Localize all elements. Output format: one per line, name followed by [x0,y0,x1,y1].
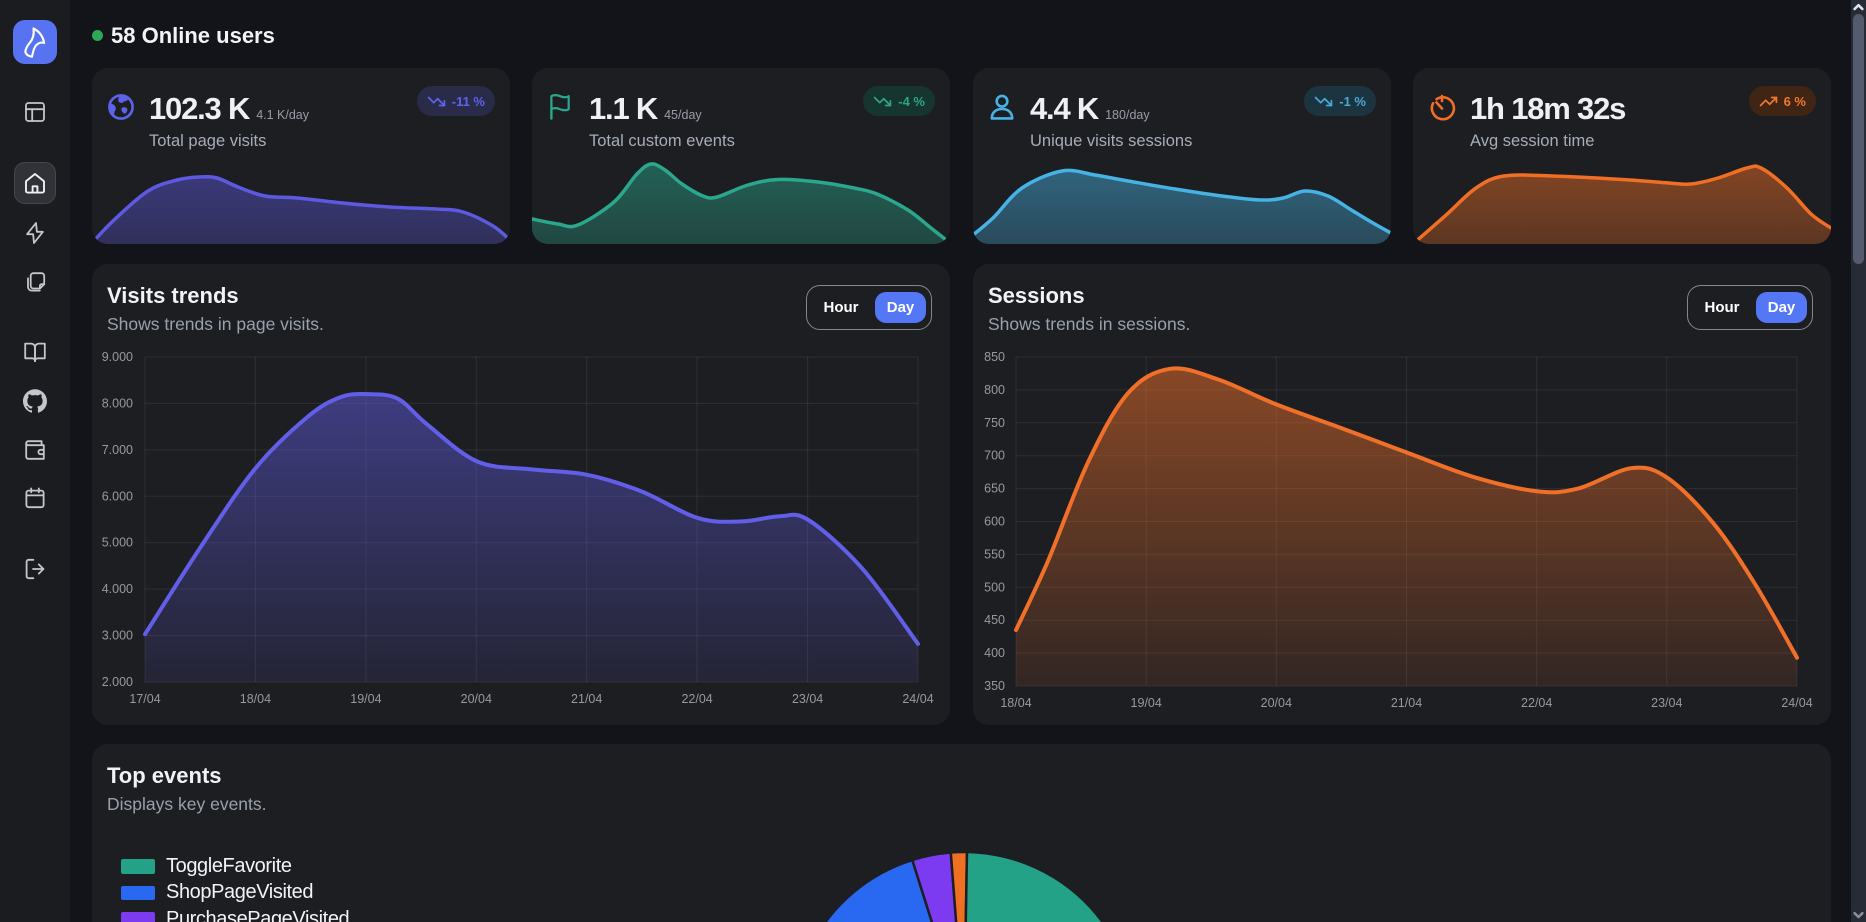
svg-text:550: 550 [984,547,1005,561]
svg-text:18/04: 18/04 [1000,696,1031,710]
svg-text:18/04: 18/04 [240,692,271,706]
svg-text:800: 800 [984,383,1005,397]
svg-text:19/04: 19/04 [350,692,381,706]
svg-text:650: 650 [984,482,1005,496]
svg-text:400: 400 [984,646,1005,660]
svg-text:4.000: 4.000 [102,582,133,596]
svg-text:3.000: 3.000 [102,629,133,643]
svg-text:750: 750 [984,416,1005,430]
svg-text:19/04: 19/04 [1131,696,1162,710]
svg-text:450: 450 [984,613,1005,627]
svg-text:600: 600 [984,515,1005,529]
svg-text:24/04: 24/04 [902,692,933,706]
svg-text:22/04: 22/04 [681,692,712,706]
svg-text:7.000: 7.000 [102,443,133,457]
svg-text:850: 850 [984,350,1005,364]
svg-text:20/04: 20/04 [461,692,492,706]
svg-text:2.000: 2.000 [102,675,133,689]
svg-text:23/04: 23/04 [1651,696,1682,710]
svg-text:700: 700 [984,449,1005,463]
svg-text:24/04: 24/04 [1781,696,1812,710]
svg-text:9.000: 9.000 [102,350,133,364]
svg-text:500: 500 [984,580,1005,594]
svg-text:20/04: 20/04 [1261,696,1292,710]
svg-text:6.000: 6.000 [102,489,133,503]
svg-text:5.000: 5.000 [102,536,133,550]
svg-text:17/04: 17/04 [129,692,160,706]
svg-text:350: 350 [984,679,1005,693]
svg-text:22/04: 22/04 [1521,696,1552,710]
svg-text:23/04: 23/04 [792,692,823,706]
svg-text:8.000: 8.000 [102,396,133,410]
svg-text:21/04: 21/04 [571,692,602,706]
svg-text:21/04: 21/04 [1391,696,1422,710]
